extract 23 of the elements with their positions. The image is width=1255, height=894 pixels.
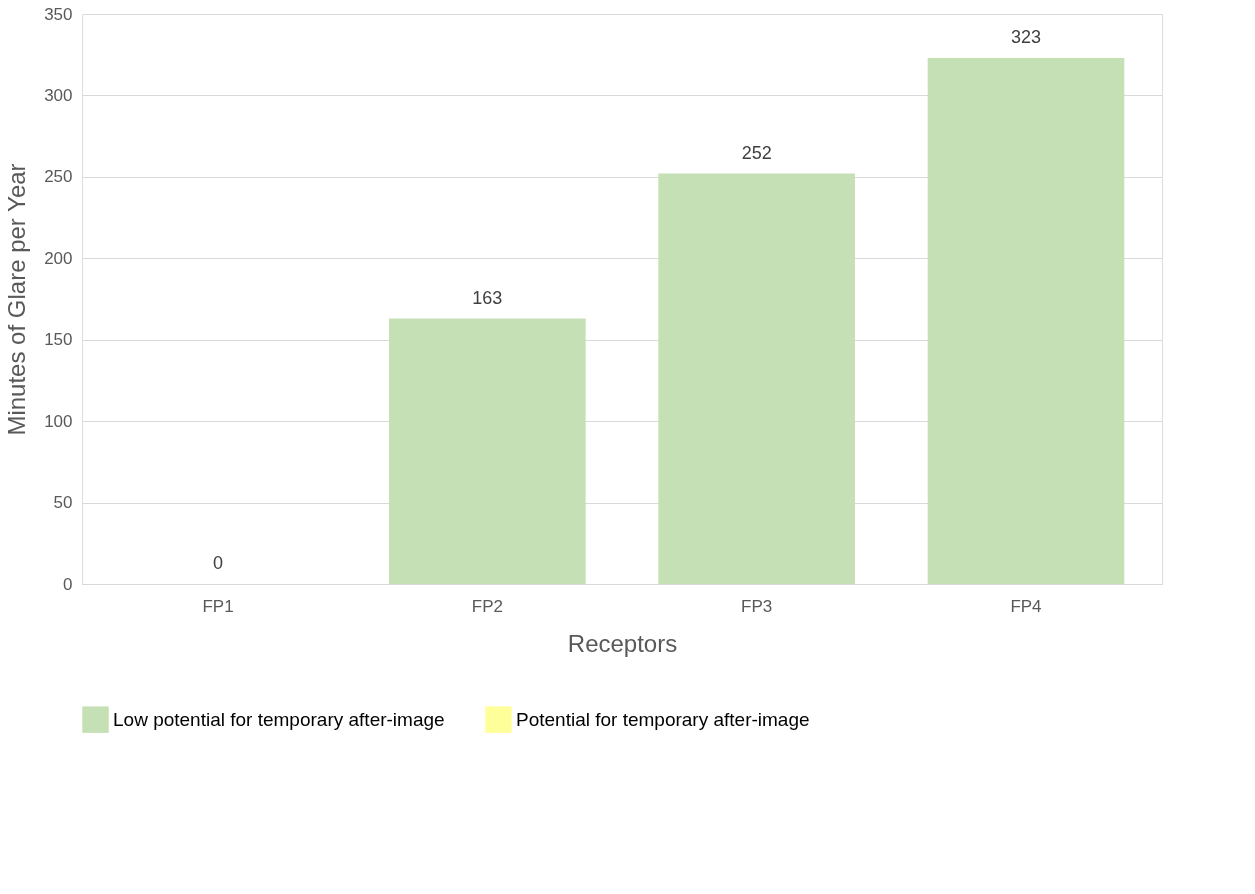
bar: [389, 318, 586, 584]
y-tick-label: 250: [44, 167, 73, 187]
bar: [927, 57, 1125, 584]
y-tick-label: 300: [44, 85, 73, 105]
y-tick-label: 350: [44, 4, 73, 24]
data-label: 0: [213, 553, 224, 573]
data-label: 252: [741, 142, 772, 163]
data-label: 163: [472, 287, 503, 308]
x-tick-label: FP3: [741, 596, 773, 616]
bar: [658, 173, 855, 584]
y-tick-label: 0: [63, 574, 73, 594]
x-tick-label: FP4: [1010, 596, 1042, 616]
y-axis-title: Minutes of Glare per Year: [3, 163, 31, 436]
legend-label: Low potential for temporary after-image: [113, 708, 445, 730]
legend-label: Potential for temporary after-image: [516, 708, 810, 730]
y-tick-label: 100: [44, 411, 73, 431]
data-label: 323: [1010, 26, 1042, 47]
x-tick-label: FP2: [471, 596, 503, 616]
x-tick-label: FP1: [202, 596, 234, 616]
y-tick-label: 150: [44, 330, 73, 350]
x-axis-title: Receptors: [567, 629, 678, 657]
y-tick-label: 50: [53, 493, 73, 513]
y-tick-label: 200: [44, 248, 73, 268]
